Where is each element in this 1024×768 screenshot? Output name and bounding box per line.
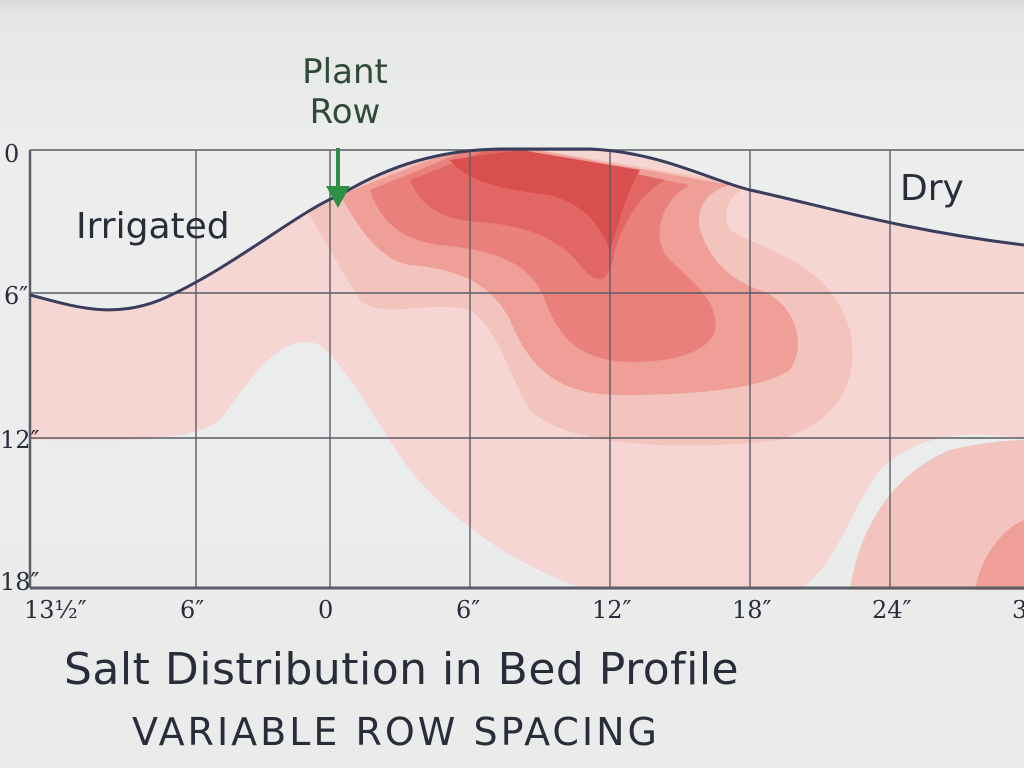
diagram-title: Salt Distribution in Bed Profile: [64, 644, 740, 695]
salt-band-2b: [850, 440, 1024, 590]
plant-row-line1: Plant: [302, 52, 388, 92]
plant-row-label: Plant Row: [290, 52, 400, 132]
x-tick-label-7: 3: [1012, 596, 1024, 624]
board-top-edge: [0, 0, 1024, 16]
grid-lines: [28, 149, 1024, 590]
bed-surface-outline: [29, 147, 1024, 312]
x-tick-label-3: 6″: [456, 596, 481, 624]
plant-row-arrow-icon: [326, 148, 350, 208]
y-tick-label-3: 18″: [0, 568, 40, 596]
x-tick-label-1: 6″: [180, 596, 205, 624]
salt-band-6: [450, 150, 640, 250]
x-tick-label-0: 13½″: [24, 596, 87, 624]
x-tick-label-2: 0: [318, 596, 334, 624]
x-tick-label-5: 18″: [732, 596, 772, 624]
y-tick-label-0: 0: [4, 140, 20, 168]
y-tick-label-2: 12″: [0, 426, 40, 454]
irrigated-label: Irrigated: [76, 206, 230, 247]
x-tick-label-6: 24″: [872, 596, 912, 624]
x-tick-label-4: 12″: [592, 596, 632, 624]
dry-label: Dry: [900, 168, 964, 209]
y-tick-label-1: 6″: [4, 282, 29, 310]
plant-row-line2: Row: [309, 92, 381, 132]
diagram-subtitle: VARIABLE ROW SPACING: [132, 710, 661, 754]
salt-band-3b: [975, 520, 1024, 590]
